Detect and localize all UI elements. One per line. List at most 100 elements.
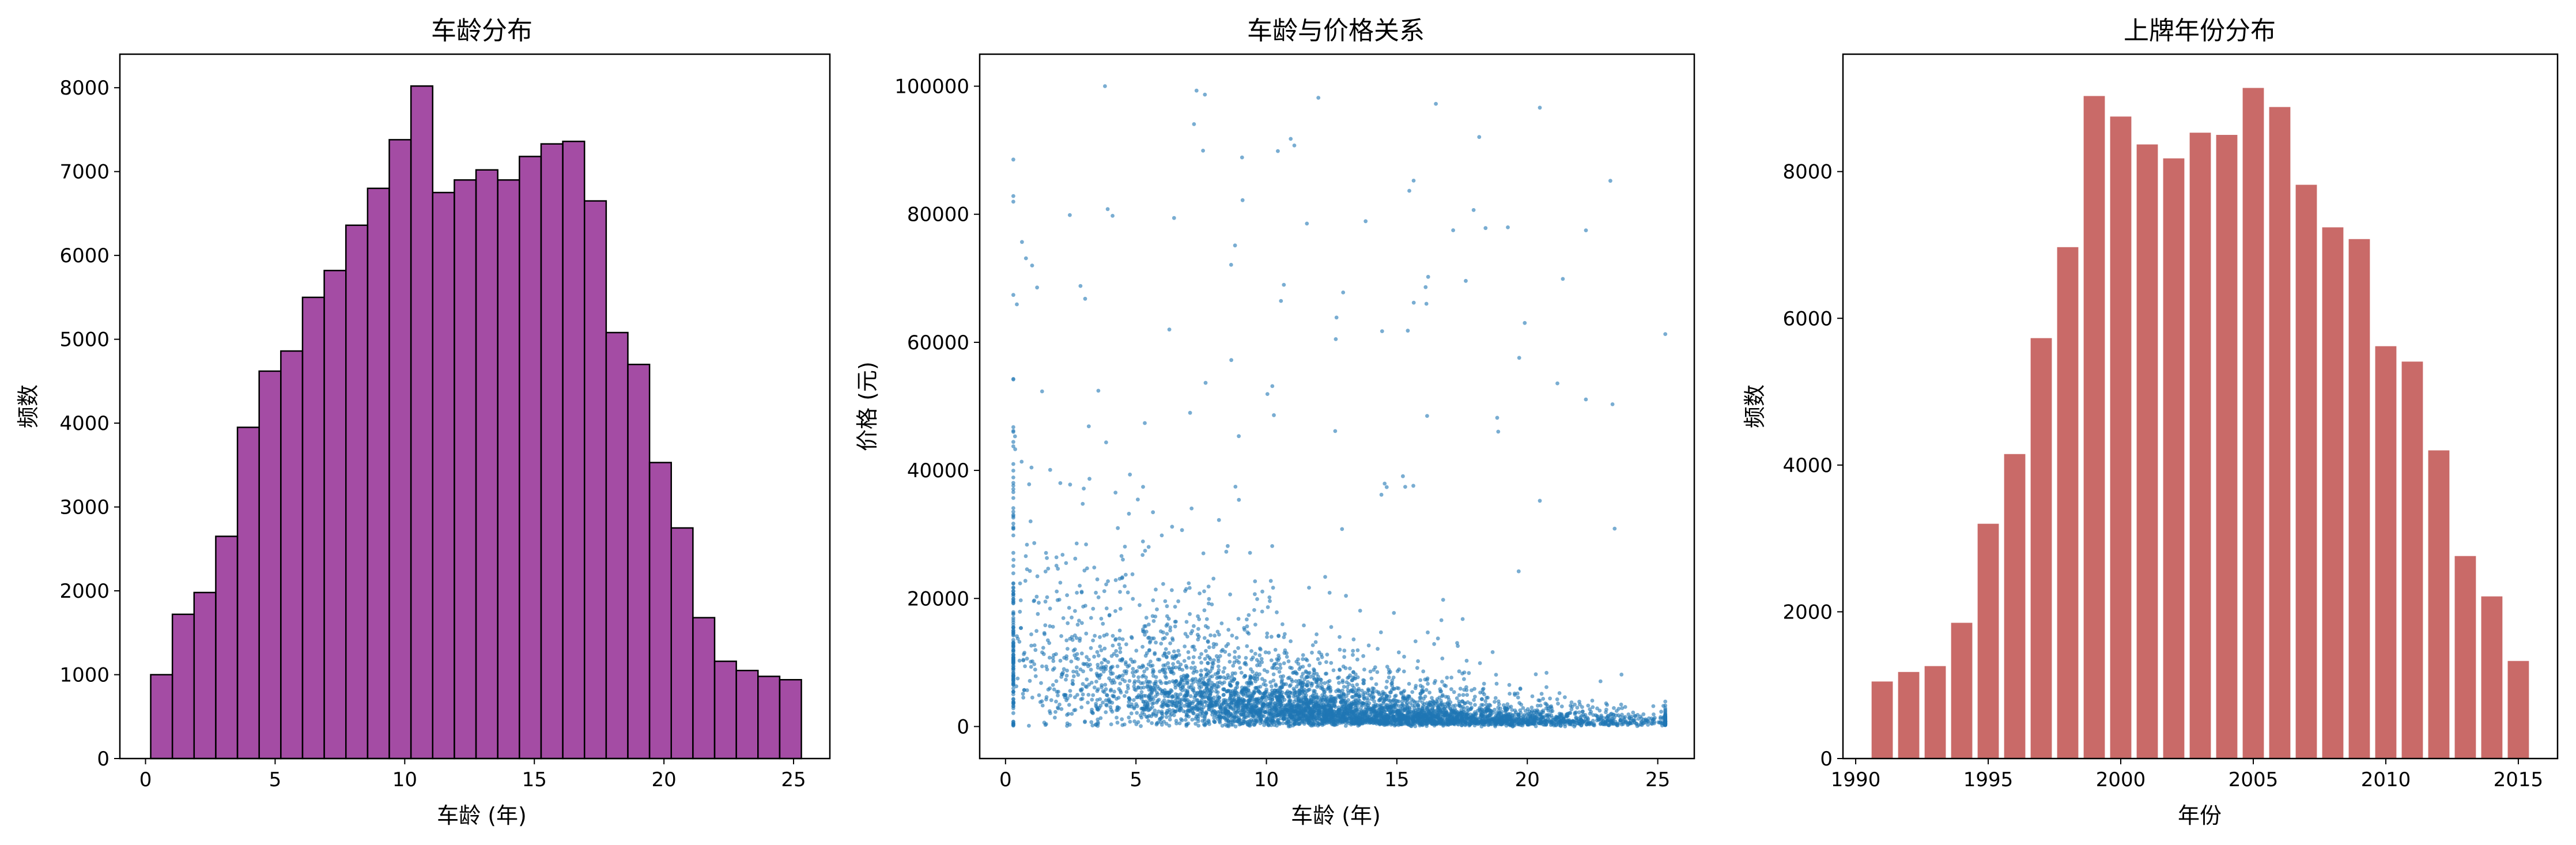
scatter-point bbox=[1407, 188, 1411, 193]
scatter-point bbox=[1067, 606, 1071, 610]
scatter-point bbox=[1115, 664, 1120, 669]
scatter-point bbox=[1161, 654, 1166, 658]
scatter-point bbox=[1263, 691, 1268, 695]
scatter-point bbox=[1316, 657, 1320, 661]
scatter-point bbox=[1170, 588, 1174, 593]
scatter-point bbox=[1294, 679, 1298, 684]
scatter-point bbox=[1143, 702, 1147, 707]
scatter-point bbox=[1206, 695, 1210, 700]
scatter-point bbox=[1022, 688, 1026, 692]
scatter-point bbox=[1217, 632, 1221, 637]
scatter-point bbox=[1078, 583, 1082, 588]
age-hist-bar bbox=[713, 660, 737, 760]
scatter-point bbox=[1054, 679, 1059, 684]
scatter-point bbox=[1236, 681, 1240, 685]
scatter-point bbox=[1103, 84, 1107, 88]
scatter-point bbox=[1127, 679, 1132, 683]
scatter-point bbox=[1232, 697, 1237, 701]
scatter-point bbox=[1391, 676, 1396, 680]
scatter-point bbox=[1262, 668, 1267, 672]
scatter-point bbox=[1116, 696, 1121, 700]
scatter-point bbox=[1320, 686, 1325, 691]
scatter-point bbox=[1316, 683, 1320, 688]
scatter-point bbox=[1219, 621, 1224, 625]
scatter-point bbox=[1066, 647, 1070, 651]
scatter-point bbox=[1201, 690, 1206, 695]
scatter-point bbox=[1465, 709, 1470, 713]
scatter-point bbox=[1064, 677, 1068, 682]
scatter-point bbox=[1426, 681, 1430, 686]
scatter-point bbox=[1395, 686, 1399, 690]
scatter-point bbox=[1275, 666, 1279, 671]
scatter-point bbox=[1116, 526, 1120, 530]
scatter-point bbox=[1044, 697, 1048, 701]
scatter-point bbox=[1045, 667, 1049, 672]
scatter-point bbox=[1092, 654, 1096, 659]
scatter-point bbox=[1270, 384, 1275, 388]
scatter-point bbox=[1113, 637, 1118, 641]
scatter-point bbox=[1235, 700, 1239, 705]
scatter-point bbox=[1302, 677, 1307, 681]
scatter-point bbox=[1052, 687, 1056, 692]
scatter-point bbox=[1237, 705, 1241, 710]
scatter-point bbox=[1177, 665, 1181, 670]
scatter-point bbox=[1210, 712, 1215, 717]
scatter-point bbox=[1018, 598, 1023, 602]
scatter-point bbox=[1074, 541, 1079, 546]
scatter-point bbox=[1111, 643, 1115, 648]
scatter-point bbox=[1120, 717, 1124, 722]
scatter-point bbox=[1105, 693, 1109, 697]
scatter-point bbox=[1205, 720, 1209, 725]
scatter-point bbox=[1117, 674, 1122, 678]
scatter-point bbox=[1011, 648, 1015, 652]
scatter-point bbox=[1259, 647, 1263, 652]
scatter-point bbox=[1151, 711, 1155, 716]
scatter-point bbox=[1274, 707, 1278, 711]
scatter-point bbox=[1115, 720, 1120, 725]
scatter-point bbox=[1214, 703, 1218, 707]
scatter-point bbox=[1136, 693, 1141, 697]
scatter-point bbox=[1462, 670, 1467, 674]
scatter-point bbox=[1196, 614, 1200, 618]
scatter-point bbox=[1265, 392, 1270, 396]
scatter-point bbox=[1210, 674, 1214, 678]
age-hist-bar bbox=[735, 670, 759, 760]
scatter-point bbox=[1204, 648, 1208, 653]
scatter-point bbox=[1353, 713, 1357, 718]
scatter-point bbox=[1019, 459, 1024, 464]
scatter-point bbox=[1403, 699, 1408, 703]
scatter-point bbox=[1011, 582, 1015, 586]
scatter-point bbox=[1173, 665, 1178, 670]
scatter-point bbox=[1597, 708, 1602, 713]
scatter-point bbox=[1591, 723, 1596, 727]
scatter-point bbox=[1191, 661, 1195, 665]
scatter-point bbox=[1060, 553, 1065, 557]
scatter-point bbox=[1319, 678, 1323, 682]
scatter-point bbox=[1054, 652, 1058, 657]
scatter-point bbox=[1249, 649, 1254, 653]
scatter-point bbox=[1161, 582, 1165, 586]
scatter-point bbox=[1202, 680, 1206, 684]
age-hist-bar bbox=[150, 674, 173, 760]
scatter-point bbox=[1187, 581, 1191, 586]
scatter-point bbox=[1249, 706, 1253, 710]
scatter-point bbox=[1517, 714, 1521, 718]
scatter-point bbox=[1233, 485, 1238, 489]
scatter-point bbox=[1198, 700, 1202, 705]
scatter-point bbox=[1548, 720, 1553, 725]
scatter-point bbox=[1030, 659, 1034, 663]
scatter-point bbox=[1263, 650, 1268, 655]
scatter-point bbox=[1439, 689, 1444, 693]
scatter-point bbox=[1276, 698, 1280, 703]
scatter-point bbox=[1335, 710, 1340, 714]
scatter-point bbox=[1355, 648, 1360, 652]
scatter-point bbox=[1165, 655, 1169, 659]
scatter-point bbox=[1022, 651, 1027, 655]
age-hist-bar bbox=[779, 679, 802, 760]
scatter-point bbox=[1074, 636, 1079, 640]
scatter-point bbox=[1347, 707, 1352, 711]
scatter-point bbox=[1502, 716, 1506, 721]
scatter-point bbox=[1132, 719, 1136, 723]
scatter-point bbox=[1086, 700, 1090, 705]
